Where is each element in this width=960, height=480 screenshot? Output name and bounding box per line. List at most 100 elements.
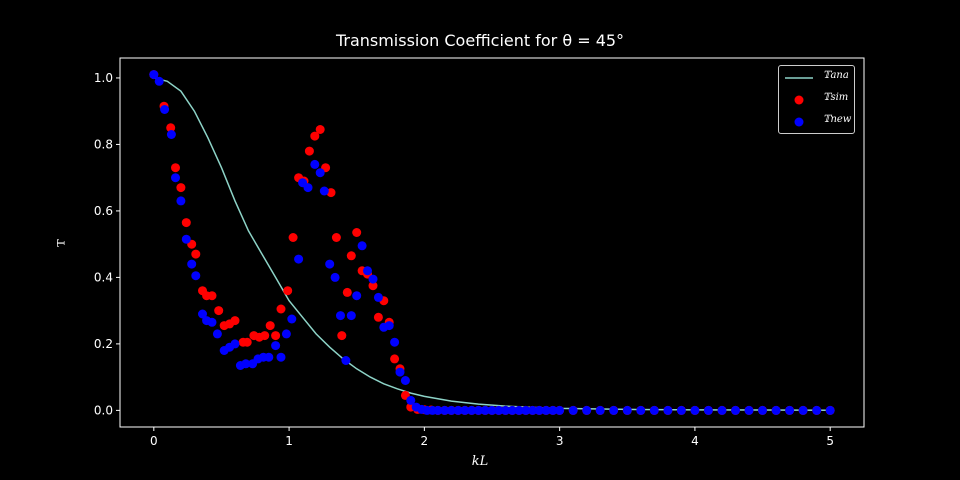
chart-title: Transmission Coefficient for θ = 45° — [335, 31, 625, 50]
data-point-new — [230, 339, 240, 349]
y-tick-label: 0.4 — [94, 270, 113, 284]
x-tick-label: 2 — [421, 434, 429, 448]
data-point-new — [771, 405, 781, 415]
data-point-new — [352, 291, 362, 301]
data-point-new — [487, 405, 497, 415]
data-point-new — [264, 352, 274, 362]
data-point-sim — [352, 228, 362, 237]
data-point-new — [690, 405, 700, 415]
data-point-new — [541, 405, 551, 415]
data-point-sim — [176, 183, 186, 193]
x-tick-label: 1 — [285, 434, 293, 448]
legend-swatch-new — [794, 117, 804, 127]
data-point-new — [528, 405, 538, 415]
series-new — [149, 70, 835, 415]
data-point-new — [294, 254, 304, 264]
data-point-new — [241, 359, 251, 369]
y-tick-label: 0.2 — [94, 337, 113, 351]
data-point-sim — [315, 125, 325, 134]
legend-swatch-line — [785, 77, 813, 79]
legend-item-ana: 𝕋ana — [779, 68, 856, 88]
legend-swatch-sim — [794, 95, 804, 105]
x-axis: 0 1 2 3 4 5 — [150, 427, 834, 448]
data-point-new — [521, 405, 531, 415]
data-point-new — [676, 405, 686, 415]
data-point-sim — [288, 233, 298, 242]
x-tick-label: 3 — [556, 434, 564, 448]
data-point-new — [568, 405, 578, 415]
data-point-new — [555, 405, 565, 415]
data-point-new — [467, 405, 477, 415]
data-point-new — [758, 405, 767, 415]
data-point-new — [319, 186, 329, 196]
y-axis-label: 𝕋 — [56, 239, 68, 247]
data-point-new — [474, 405, 483, 415]
data-point-sim — [171, 163, 180, 173]
data-point-new — [514, 405, 524, 415]
data-point-sim — [346, 251, 356, 261]
data-point-new — [595, 405, 605, 415]
data-point-new — [406, 395, 416, 405]
data-point-sim — [331, 233, 341, 242]
data-point-new — [548, 405, 558, 415]
data-point-new — [501, 405, 510, 415]
data-point-new — [390, 337, 400, 347]
data-point-new — [785, 405, 795, 415]
y-tick-label: 0.8 — [94, 137, 113, 151]
data-point-new — [176, 196, 186, 206]
data-point-new — [453, 405, 463, 415]
data-point-new — [507, 405, 517, 415]
data-point-new — [384, 321, 394, 331]
data-point-sim — [373, 312, 383, 322]
y-tick-label: 1.0 — [94, 71, 113, 85]
data-point-sim — [368, 281, 378, 291]
plot-frame — [119, 57, 865, 428]
data-point-new — [636, 405, 646, 415]
data-point-new — [149, 70, 159, 80]
data-point-new — [480, 405, 490, 415]
data-point-sim — [337, 331, 347, 341]
data-point-new — [303, 183, 313, 193]
data-point-new — [325, 259, 335, 269]
legend-label-ana: 𝕋ana — [823, 70, 849, 81]
data-point-new — [494, 405, 504, 415]
data-point-new — [433, 405, 443, 415]
data-point-sim — [310, 131, 320, 141]
data-point-new — [363, 266, 372, 276]
x-tick-label: 0 — [150, 434, 158, 448]
data-point-new — [373, 292, 383, 302]
data-point-new — [446, 405, 456, 415]
data-point-new — [582, 405, 592, 415]
data-point-new — [663, 405, 673, 415]
data-point-new — [310, 159, 320, 169]
legend-item-new: 𝕋new — [779, 112, 856, 132]
data-point-sim — [166, 123, 176, 133]
data-point-new — [330, 272, 340, 282]
data-point-new — [609, 405, 619, 415]
data-point-sim — [242, 337, 252, 347]
y-tick-label: 0.6 — [94, 204, 113, 218]
data-point-sim — [271, 331, 281, 341]
data-point-sim — [207, 291, 217, 301]
data-point-new — [315, 168, 325, 178]
data-point-new — [271, 341, 281, 351]
legend-label-sim: 𝕋sim — [823, 92, 849, 103]
data-point-new — [171, 173, 180, 183]
data-point-new — [346, 311, 356, 321]
data-point-sim — [265, 321, 275, 331]
data-point-new — [703, 405, 713, 415]
data-point-sim — [181, 218, 191, 228]
data-point-sim — [390, 354, 400, 364]
legend-label-new: 𝕋new — [823, 114, 852, 125]
data-point-sim — [276, 304, 286, 314]
data-point-new — [207, 317, 217, 327]
data-point-new — [341, 356, 351, 365]
data-point-new — [212, 329, 222, 339]
y-tick-label: 0.0 — [94, 403, 113, 417]
data-point-new — [440, 405, 450, 415]
plot-area — [119, 57, 865, 428]
data-point-new — [160, 105, 170, 114]
data-point-new — [717, 405, 727, 415]
data-point-sim — [260, 331, 270, 341]
